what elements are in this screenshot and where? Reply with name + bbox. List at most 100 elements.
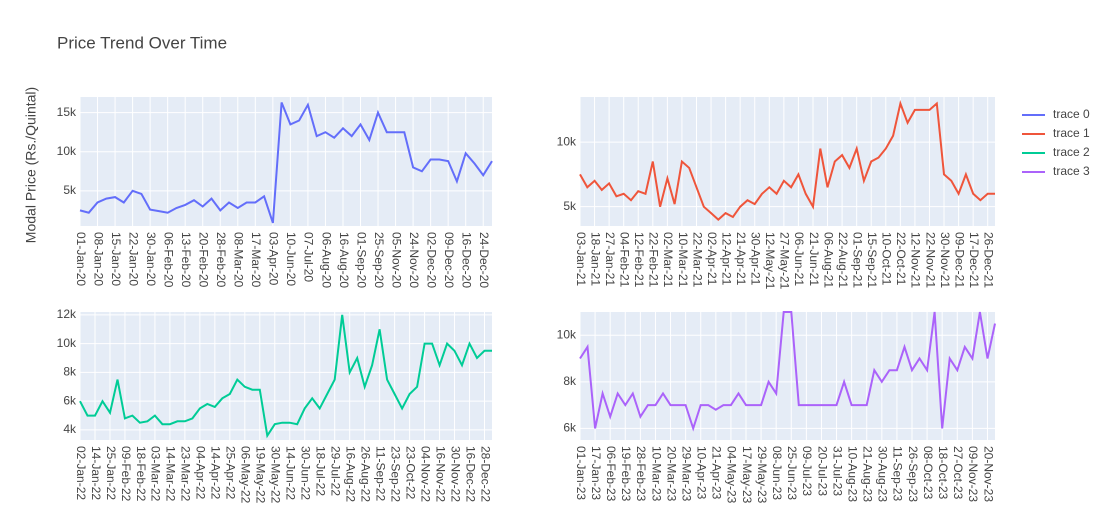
x-tick-label: 12-Nov-21 bbox=[909, 232, 923, 288]
x-tick-label: 02-Apr-21 bbox=[705, 232, 719, 286]
x-tick-label: 17-Mar-20 bbox=[249, 232, 263, 288]
chart-title: Price Trend Over Time bbox=[57, 33, 227, 52]
y-tick-label: 5k bbox=[563, 199, 577, 213]
x-tick-label: 27-Oct-23 bbox=[951, 446, 965, 500]
legend-label: trace 3 bbox=[1053, 164, 1090, 178]
x-tick-label: 06-Aug-20 bbox=[319, 232, 333, 288]
x-tick-label: 16-Aug-20 bbox=[337, 232, 351, 288]
x-tick-label: 03-Apr-20 bbox=[267, 232, 281, 286]
x-tick-label: 06-Feb-20 bbox=[161, 232, 175, 288]
x-tick-label: 21-Jun-21 bbox=[807, 232, 821, 286]
x-tick-label: 14-Apr-22 bbox=[209, 446, 223, 500]
line-series bbox=[579, 100, 995, 221]
x-tick-label: 09-Feb-22 bbox=[119, 446, 133, 502]
x-tick-label: 14-Jan-22 bbox=[89, 446, 103, 500]
x-tick-label: 27-May-21 bbox=[778, 232, 792, 290]
x-tick-label: 02-Jan-22 bbox=[74, 446, 88, 500]
x-tick-label: 20-Feb-20 bbox=[197, 232, 211, 288]
x-tick-label: 10-Aug-23 bbox=[845, 446, 859, 502]
x-tick-label: 30-Nov-22 bbox=[448, 446, 462, 502]
y-tick-label: 12k bbox=[57, 307, 77, 321]
legend-label: trace 2 bbox=[1053, 145, 1090, 159]
x-tick-label: 01-Sep-21 bbox=[850, 232, 864, 288]
x-tick-label: 02-Mar-21 bbox=[661, 232, 675, 288]
x-tick-label: 18-Oct-23 bbox=[936, 446, 950, 500]
x-tick-label: 28-Dec-22 bbox=[478, 446, 492, 502]
x-tick-label: 16-Nov-22 bbox=[433, 446, 447, 502]
y-tick-label: 10k bbox=[557, 134, 577, 148]
x-tick-label: 01-Sep-20 bbox=[354, 232, 368, 288]
x-tick-label: 09-Dec-21 bbox=[952, 232, 966, 288]
x-tick-label: 10-Mar-21 bbox=[676, 232, 690, 288]
x-tick-label: 16-Dec-20 bbox=[460, 232, 474, 288]
plot-background bbox=[580, 312, 995, 440]
x-tick-label: 22-Aug-21 bbox=[836, 232, 850, 288]
y-tick-label: 4k bbox=[63, 422, 77, 436]
x-tick-label: 04-Feb-21 bbox=[618, 232, 632, 288]
x-tick-label: 09-Jul-23 bbox=[800, 446, 814, 496]
y-tick-label: 6k bbox=[63, 393, 77, 407]
x-tick-label: 04-May-23 bbox=[725, 446, 739, 504]
line-series bbox=[79, 314, 492, 439]
x-tick-label: 21-Aug-23 bbox=[861, 446, 875, 502]
x-tick-label: 16-Dec-22 bbox=[463, 446, 477, 502]
x-tick-label: 05-Nov-20 bbox=[389, 232, 403, 288]
x-tick-label: 21-Apr-23 bbox=[710, 446, 724, 500]
x-tick-label: 31-Jul-23 bbox=[830, 446, 844, 496]
y-tick-label: 6k bbox=[563, 421, 577, 435]
x-tick-label: 30-Jan-20 bbox=[144, 232, 158, 286]
x-tick-label: 01-Jan-20 bbox=[74, 232, 88, 286]
x-tick-label: 20-Mar-23 bbox=[664, 446, 678, 502]
x-tick-label: 08-Mar-20 bbox=[232, 232, 246, 288]
x-tick-label: 22-Nov-21 bbox=[923, 232, 937, 288]
x-tick-label: 14-Mar-22 bbox=[164, 446, 178, 502]
x-tick-label: 07-Jul-20 bbox=[302, 232, 316, 282]
y-tick-label: 10k bbox=[557, 327, 577, 341]
plot-background bbox=[80, 97, 492, 226]
y-tick-label: 15k bbox=[57, 105, 77, 119]
y-tick-label: 10k bbox=[57, 144, 77, 158]
x-tick-label: 18-Jul-22 bbox=[314, 446, 328, 496]
x-tick-label: 12-May-21 bbox=[763, 232, 777, 290]
x-tick-label: 08-Jan-20 bbox=[91, 232, 105, 286]
x-tick-label: 25-Apr-22 bbox=[224, 446, 238, 500]
x-tick-label: 10-Mar-23 bbox=[649, 446, 663, 502]
x-tick-label: 11-Sep-22 bbox=[373, 446, 387, 501]
x-tick-label: 04-Nov-22 bbox=[418, 446, 432, 502]
x-tick-label: 22-Jan-20 bbox=[126, 232, 140, 286]
x-tick-label: 17-Jan-23 bbox=[589, 446, 603, 500]
legend-label: trace 0 bbox=[1053, 107, 1090, 121]
x-tick-label: 01-Jan-23 bbox=[574, 446, 588, 500]
x-tick-label: 23-Oct-22 bbox=[403, 446, 417, 500]
x-tick-label: 17-Dec-21 bbox=[967, 232, 981, 288]
x-tick-label: 25-Jun-23 bbox=[785, 446, 799, 500]
x-tick-label: 08-Jun-23 bbox=[770, 446, 784, 500]
x-tick-label: 19-Feb-23 bbox=[619, 446, 633, 502]
x-tick-label: 03-Mar-22 bbox=[149, 446, 163, 502]
x-tick-label: 30-Nov-21 bbox=[938, 232, 952, 288]
x-tick-label: 12-Feb-21 bbox=[632, 232, 646, 288]
x-tick-label: 13-Feb-20 bbox=[179, 232, 193, 288]
line-series bbox=[79, 102, 493, 224]
y-tick-label: 8k bbox=[63, 365, 77, 379]
x-tick-label: 29-Jul-22 bbox=[329, 446, 343, 496]
y-tick-label: 5k bbox=[63, 183, 77, 197]
x-tick-label: 15-Sep-21 bbox=[865, 232, 879, 288]
x-tick-label: 24-Nov-20 bbox=[407, 232, 421, 288]
x-tick-label: 10-Oct-21 bbox=[880, 232, 894, 286]
x-tick-label: 08-Oct-23 bbox=[921, 446, 935, 500]
x-tick-label: 14-Jun-22 bbox=[284, 446, 298, 500]
x-tick-label: 18-Feb-22 bbox=[134, 446, 148, 502]
x-tick-label: 18-Jan-21 bbox=[588, 232, 602, 286]
x-tick-label: 22-Mar-21 bbox=[690, 232, 704, 288]
x-tick-label: 24-Dec-20 bbox=[477, 232, 491, 288]
x-tick-label: 30-May-22 bbox=[269, 446, 283, 504]
x-tick-label: 17-May-23 bbox=[740, 446, 754, 504]
x-tick-label: 21-Apr-21 bbox=[734, 232, 748, 286]
x-tick-label: 06-Jun-21 bbox=[792, 232, 806, 286]
x-tick-label: 09-Dec-20 bbox=[442, 232, 456, 288]
x-tick-label: 23-Sep-22 bbox=[388, 446, 402, 502]
x-tick-label: 10-Apr-23 bbox=[695, 446, 709, 500]
x-tick-label: 02-Dec-20 bbox=[424, 232, 438, 288]
legend-label: trace 1 bbox=[1053, 126, 1090, 140]
